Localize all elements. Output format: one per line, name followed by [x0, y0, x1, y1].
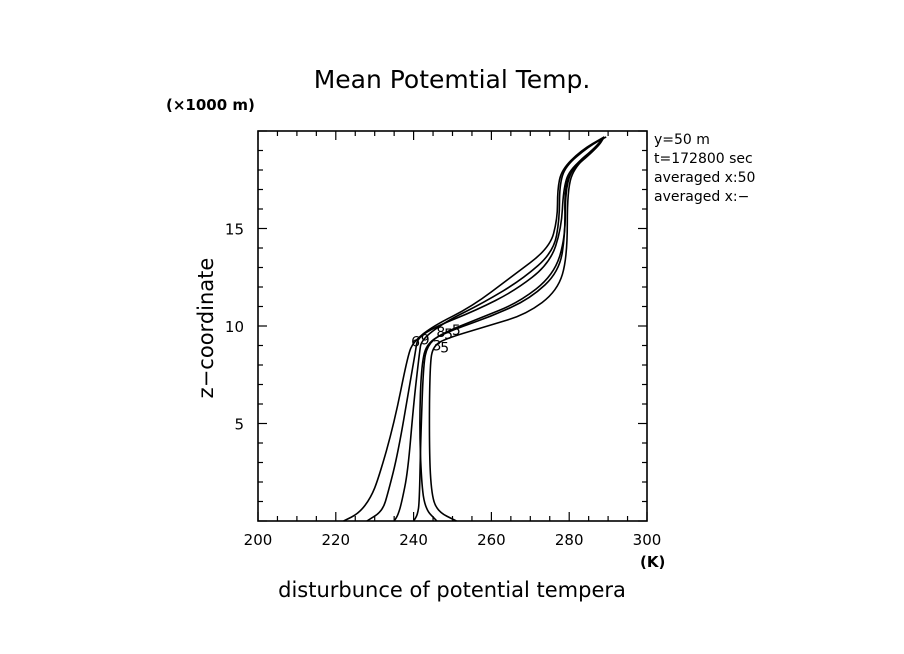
marker-label: 6 — [411, 335, 420, 351]
annotations: y=50 m t=172800 sec averaged x:50 averag… — [654, 132, 755, 205]
x-tick-label: 200 — [244, 531, 273, 549]
x-unit-label: (K) — [640, 553, 665, 571]
marker-label: 9 — [421, 333, 430, 349]
marker-label: 5 — [444, 327, 453, 343]
series-lines — [343, 136, 607, 522]
y-tick-label: 15 — [225, 221, 244, 239]
series-line-5 — [428, 136, 605, 522]
y-axis-label: z−coordinate — [194, 258, 218, 399]
marker-label: 5 — [440, 340, 449, 356]
annotation-1: t=172800 sec — [654, 151, 753, 167]
chart-title: Mean Potemtial Temp. — [314, 65, 591, 94]
y-tick-labels: 5 10 15 — [225, 221, 244, 434]
annotation-2: averaged x:50 — [654, 170, 755, 186]
y-tick-label: 5 — [234, 416, 244, 434]
x-tick-label: 240 — [399, 531, 428, 549]
series-line-6 — [419, 136, 605, 522]
series-line-2 — [393, 136, 607, 522]
x-tick-label: 300 — [633, 531, 662, 549]
x-tick-labels: 200 220 240 260 280 300 — [244, 531, 662, 549]
x-tick-label: 280 — [555, 531, 584, 549]
marker-label: 8 — [436, 325, 445, 341]
marker-label: 3 — [432, 339, 441, 355]
y-tick-label: 10 — [225, 318, 244, 336]
y-unit-label: (×1000 m) — [166, 96, 255, 114]
series-line-4 — [412, 136, 605, 522]
x-axis-label: disturbunce of potential tempera — [278, 578, 626, 602]
x-tick-label: 260 — [477, 531, 506, 549]
annotation-3: averaged x:− — [654, 189, 749, 205]
marker-label: 5 — [452, 323, 461, 339]
axis-ticks — [257, 130, 648, 522]
series-line-3 — [366, 136, 605, 522]
series-line-1 — [343, 136, 605, 522]
x-tick-label: 220 — [321, 531, 350, 549]
annotation-0: y=50 m — [654, 132, 710, 148]
